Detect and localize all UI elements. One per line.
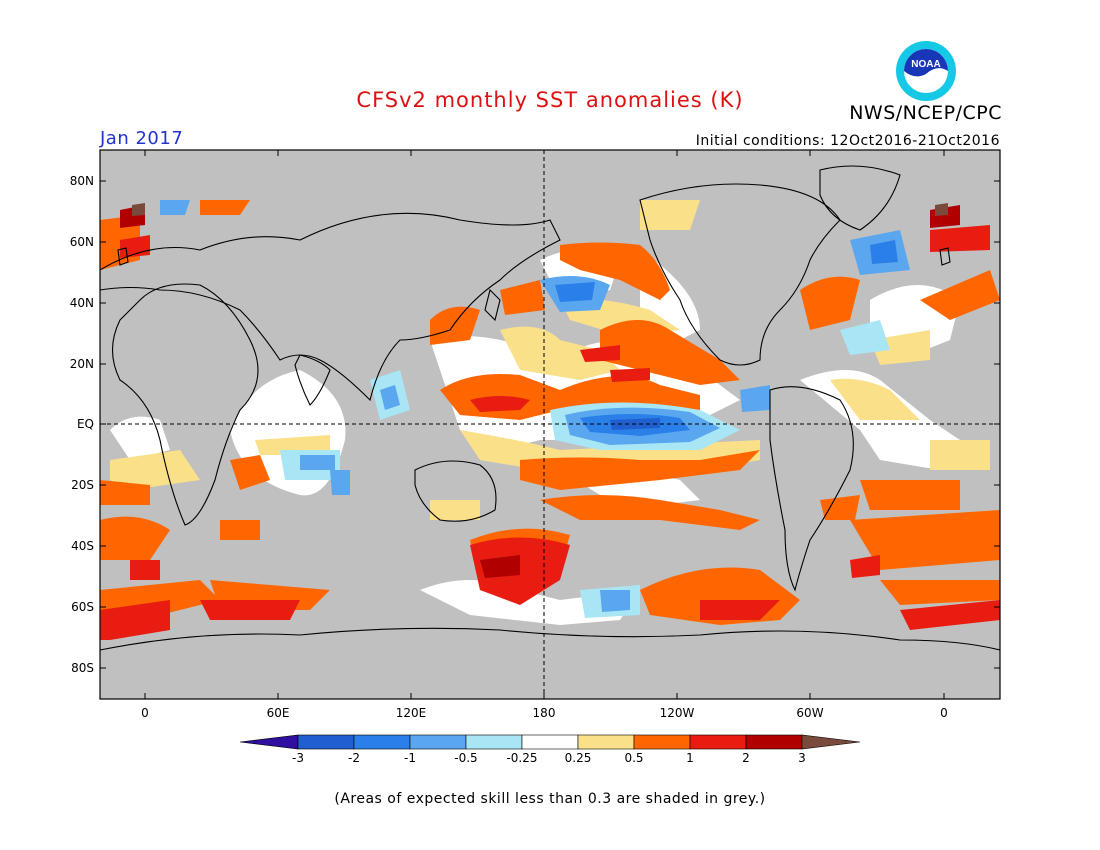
lat-label-40n: 40N — [69, 296, 94, 310]
lon-label-120w: 120W — [659, 706, 695, 720]
lon-label-0-east: 0 — [940, 706, 948, 720]
lon-label-0-west: 0 — [141, 706, 149, 720]
lon-label-120e: 120E — [395, 706, 427, 720]
colorbar-label-p3: 3 — [798, 751, 806, 765]
lat-label-80s: 80S — [71, 661, 94, 675]
colorbar-label-p1: 1 — [686, 751, 694, 765]
skill-footnote: (Areas of expected skill less than 0.3 a… — [334, 791, 766, 807]
colorbar-label-m2: -2 — [348, 751, 360, 765]
extreme-positive-regions — [132, 203, 948, 216]
initial-conditions: Initial conditions: 12Oct2016-21Oct2016 — [695, 133, 1000, 149]
lat-label-60n: 60N — [69, 235, 94, 249]
colorbar-label-m025: -0.25 — [506, 751, 538, 765]
colorbar-label-p025: 0.25 — [564, 751, 592, 765]
forecast-period: Jan 2017 — [100, 128, 184, 149]
map-title: CFSv2 monthly SST anomalies (K) — [356, 88, 744, 112]
lat-label-80n: 80N — [69, 174, 94, 188]
lat-label-20n: 20N — [69, 357, 94, 371]
coastlines — [100, 165, 1000, 651]
lat-label-60s: 60S — [71, 600, 94, 614]
colorbar-label-p2: 2 — [742, 751, 750, 765]
lat-label-20s: 20S — [71, 478, 94, 492]
lon-label-60w: 60W — [796, 706, 824, 720]
colorbar-label-m1: -1 — [404, 751, 416, 765]
agency-label: NWS/NCEP/CPC — [849, 102, 1002, 124]
lat-label-40s: 40S — [71, 539, 94, 553]
axis-ticks — [100, 150, 1000, 699]
colorbar-label-m3: -3 — [292, 751, 304, 765]
noaa-logo: NOAA — [896, 41, 956, 101]
lat-label-eq: EQ — [76, 417, 94, 431]
lon-label-180: 180 — [532, 706, 556, 720]
colorbar-label-p05: 0.5 — [624, 751, 644, 765]
lon-label-60e: 60E — [266, 706, 290, 720]
noaa-logo-text: NOAA — [911, 59, 940, 70]
colorbar-label-m05: -0.5 — [454, 751, 478, 765]
